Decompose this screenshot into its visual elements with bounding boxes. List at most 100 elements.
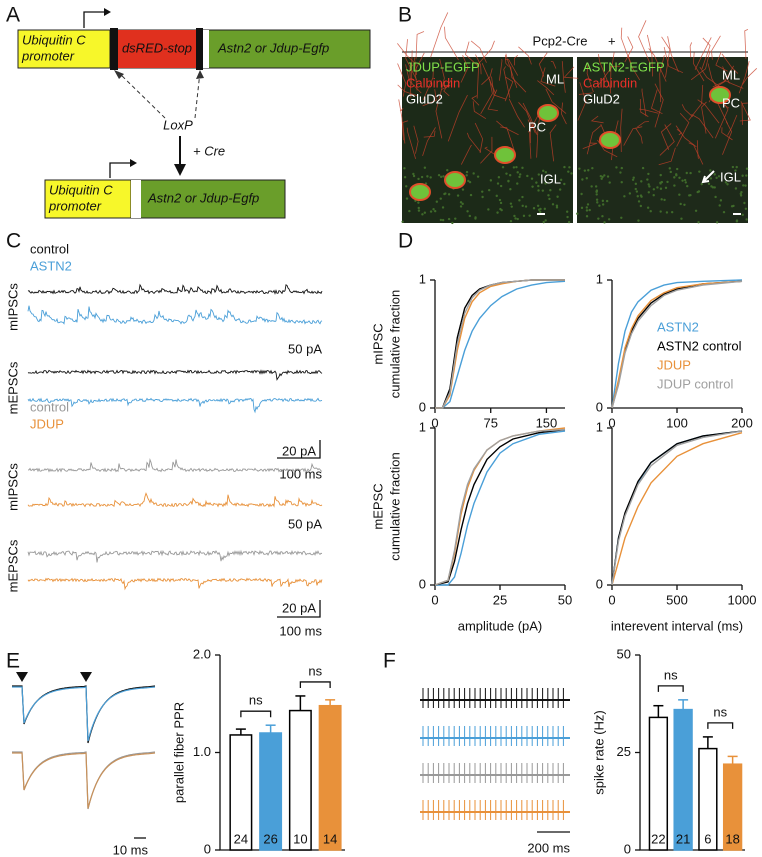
speckle: [412, 172, 415, 176]
speckle: [567, 220, 571, 224]
bar: [229, 734, 253, 851]
speckle: [472, 172, 475, 175]
dendrite: [413, 125, 419, 154]
trace: [12, 751, 156, 810]
dendrite: [637, 121, 649, 128]
dendrite: [471, 95, 480, 106]
speckle: [454, 217, 457, 220]
speckle: [664, 186, 668, 190]
y-tick-label: 1.0: [193, 744, 211, 759]
dendrite: [481, 63, 496, 94]
speckle: [745, 174, 748, 177]
speckle: [670, 210, 674, 214]
dendrite: [430, 12, 449, 58]
speckle: [620, 166, 624, 170]
dendrite: [586, 125, 602, 155]
dendrite: [491, 76, 507, 100]
dendrite: [741, 102, 748, 125]
speckle: [663, 198, 666, 202]
speckle: [447, 193, 451, 196]
speckle: [565, 210, 569, 213]
speckle: [403, 167, 406, 170]
speckle: [718, 204, 721, 207]
stain-label: ASTN2-EGFP: [583, 59, 665, 74]
y-tick-label: 1: [596, 271, 603, 286]
bar: [722, 763, 743, 851]
speckle: [555, 206, 559, 209]
speckle: [735, 220, 739, 223]
speckle: [542, 220, 545, 224]
speckle: [697, 221, 700, 224]
speckle: [580, 206, 584, 210]
speckle: [563, 165, 566, 169]
speckle: [432, 208, 435, 211]
dendrite: [690, 50, 711, 81]
bar: [648, 716, 669, 851]
row-label: mIPSCs: [5, 463, 20, 511]
speckle: [709, 169, 712, 172]
dendrite: [667, 36, 679, 72]
y-axis-label: cumulative fraction: [387, 290, 402, 398]
speckle: [563, 182, 566, 186]
y-tick-label: 0: [204, 841, 211, 856]
dendrite: [691, 113, 714, 139]
speckle: [683, 178, 687, 182]
speckle: [559, 178, 563, 182]
cumulative-curve: [611, 279, 743, 409]
dendrite: [597, 139, 618, 158]
speckle: [600, 177, 603, 180]
speckle: [429, 176, 432, 179]
cumulative-curve: [611, 430, 743, 586]
speckle: [585, 209, 589, 212]
speckle: [451, 221, 454, 225]
speckle: [535, 181, 538, 184]
speckle: [499, 201, 503, 205]
panel-label: A: [6, 4, 20, 27]
speckle: [648, 185, 651, 188]
speckle: [597, 217, 600, 220]
speckle: [521, 166, 524, 170]
legend-entry: ASTN2: [657, 319, 699, 334]
legend-entry: JDUP control: [657, 376, 733, 391]
dendrite: [659, 124, 675, 156]
dendrite: [596, 52, 615, 87]
speckle: [586, 203, 590, 206]
x-tick-label: 0: [431, 415, 438, 430]
speckle: [628, 192, 632, 195]
speckle: [680, 217, 683, 220]
speckle: [481, 195, 484, 199]
dendrite: [405, 39, 418, 81]
speckle: [497, 176, 501, 179]
x-tick-label: 75: [483, 415, 497, 430]
dendrite: [563, 66, 579, 79]
speckle: [585, 206, 588, 209]
speckle: [498, 198, 502, 202]
speckle: [429, 210, 433, 213]
dendrite: [397, 84, 418, 97]
speckle: [442, 175, 445, 178]
speckle: [741, 174, 744, 177]
speckle: [678, 176, 681, 179]
dendrite: [411, 50, 413, 86]
dendrite: [648, 48, 667, 82]
stain-label: GluD2: [583, 91, 620, 106]
speckle: [684, 181, 688, 184]
promoter: promoter: [21, 48, 75, 63]
speckle: [659, 181, 662, 185]
speckle: [528, 214, 531, 217]
speckle: [660, 198, 663, 201]
dendrite: [693, 52, 705, 82]
speckle: [607, 218, 611, 221]
dendrite: [696, 140, 699, 159]
dendrite: [537, 80, 555, 96]
construct: Ubiquitin C promoter Astn2 or Jdup-Egfp: [44, 159, 286, 219]
trace: [27, 369, 323, 381]
speckle: [722, 210, 726, 214]
dendrite: [721, 127, 733, 141]
dendrite: [398, 99, 404, 141]
row-label: mEPSCs: [5, 539, 20, 592]
dendrite: [744, 29, 749, 59]
promoter: promoter: [48, 198, 102, 213]
bar: [288, 709, 312, 851]
y-tick-label: 1: [419, 419, 426, 434]
